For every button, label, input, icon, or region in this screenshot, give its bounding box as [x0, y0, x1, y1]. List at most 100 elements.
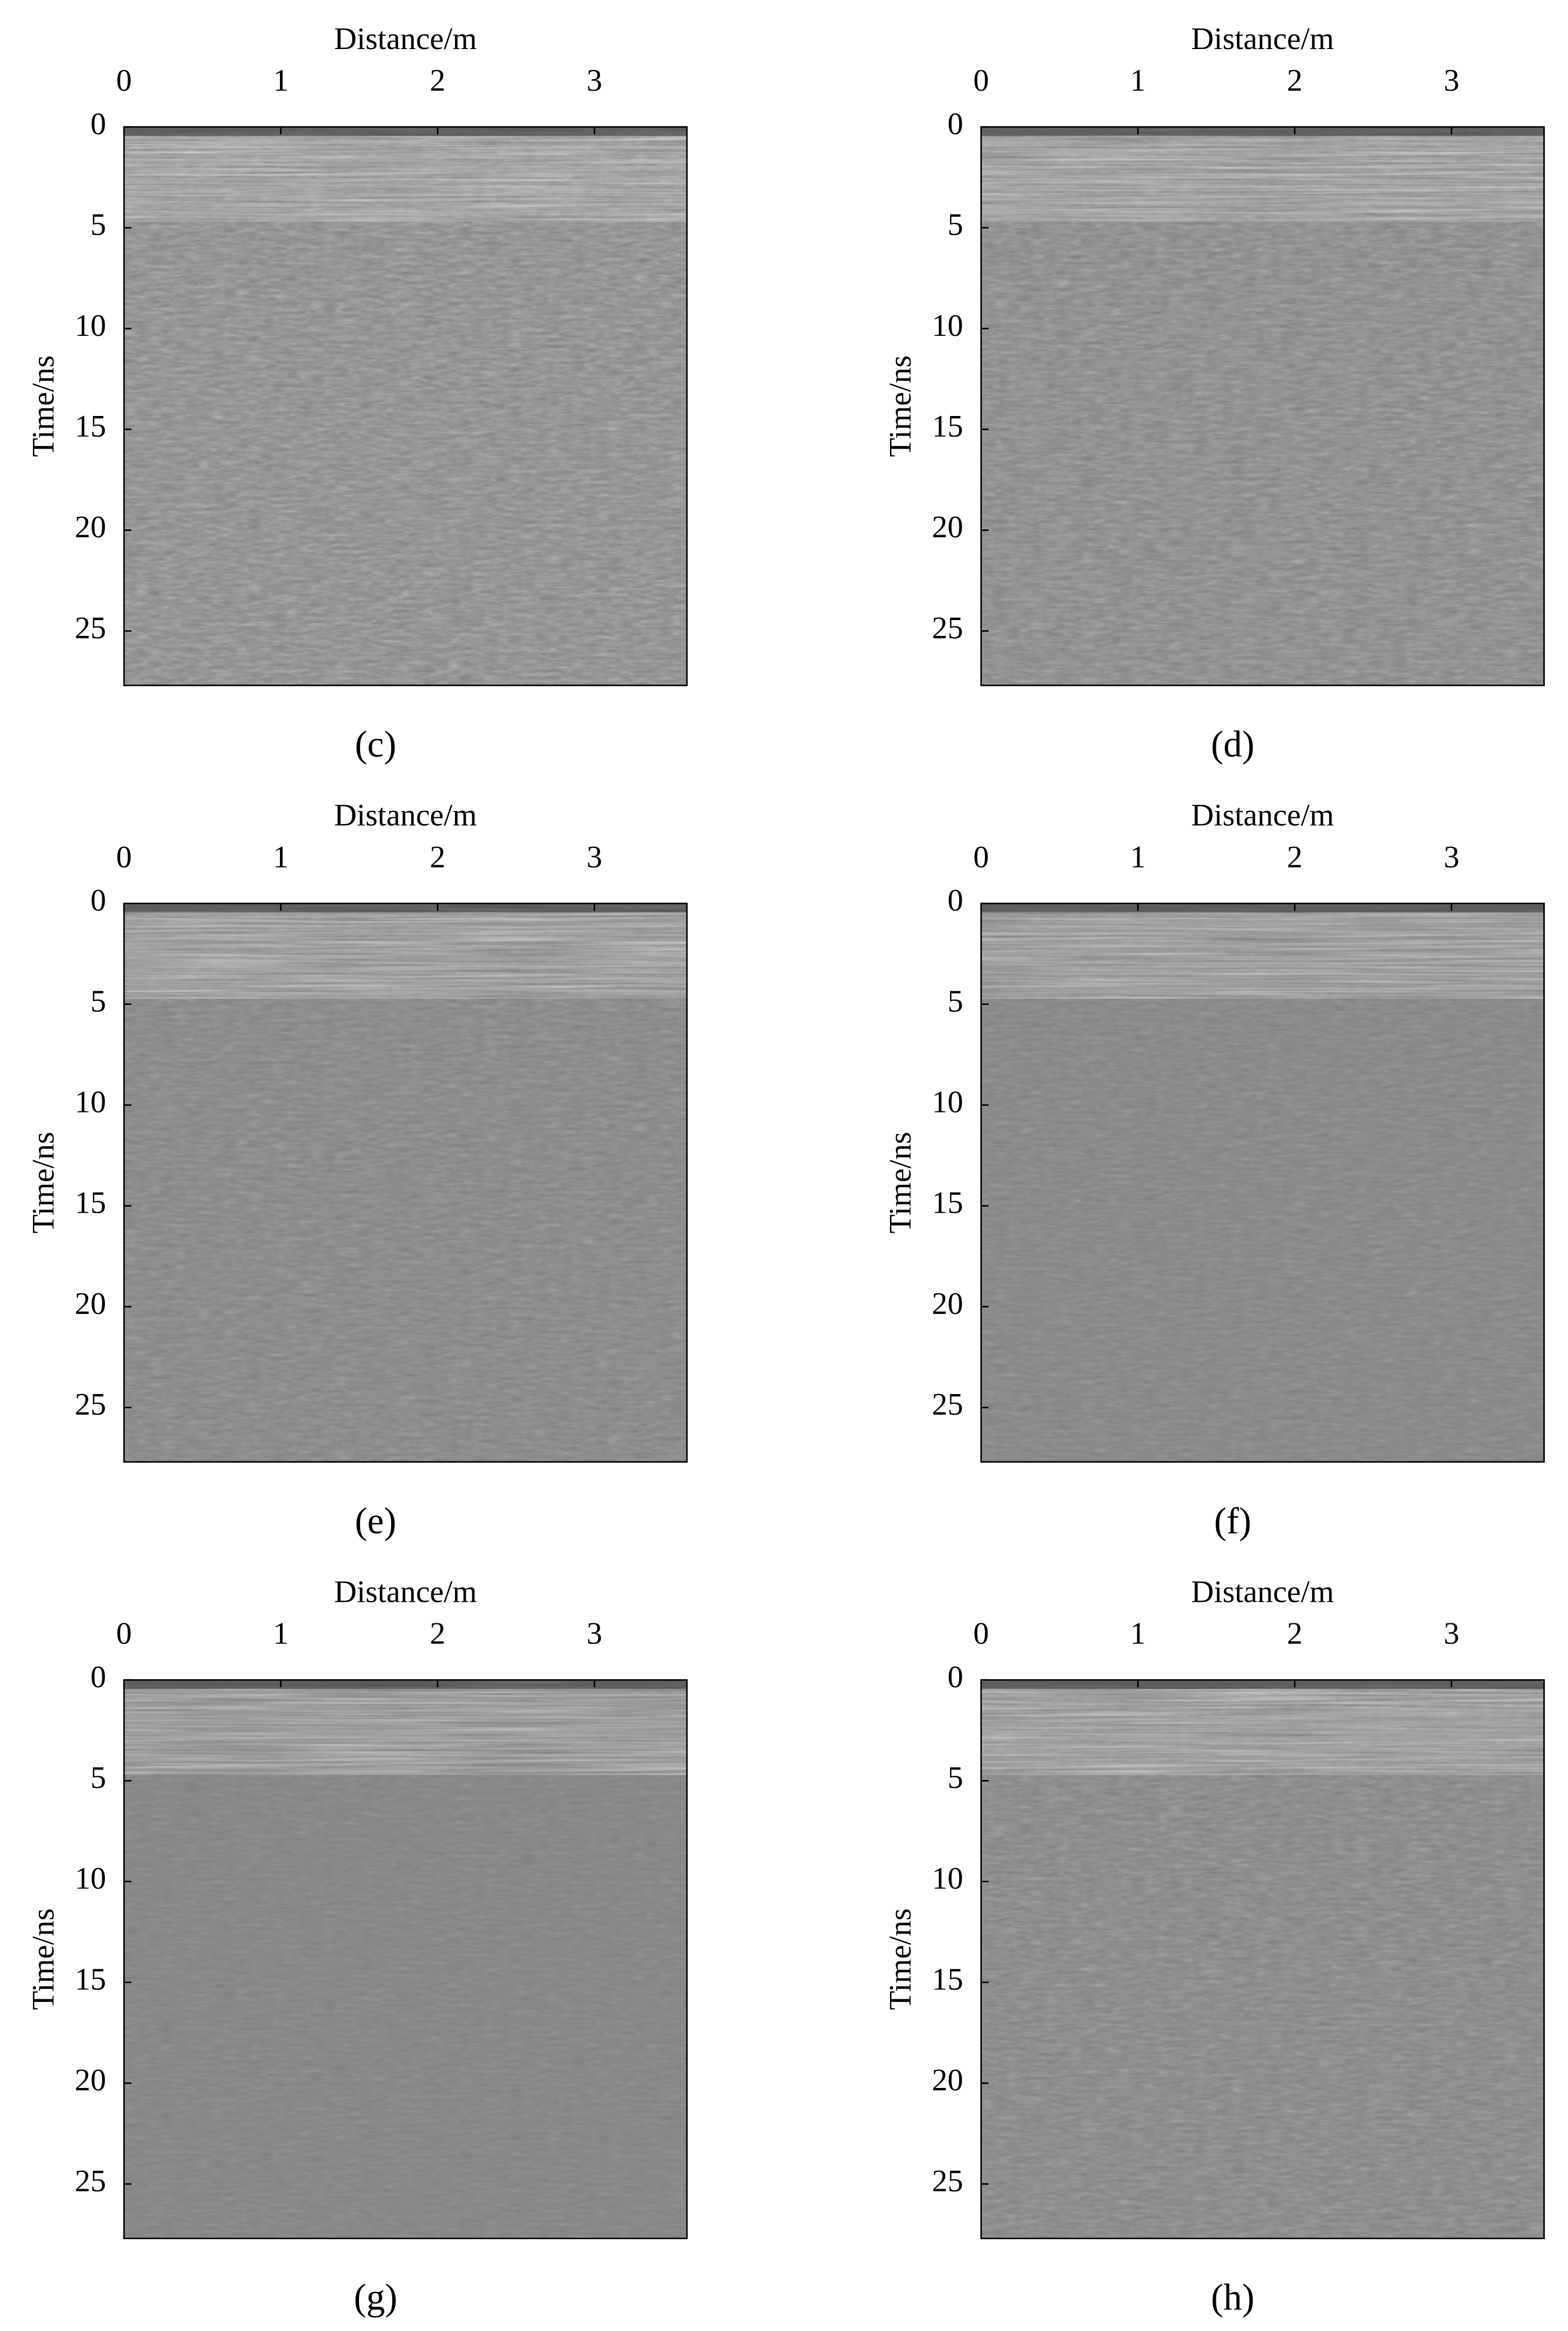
x-tick-label: 0 — [116, 1616, 132, 1651]
y-tick-label: 20 — [75, 2063, 106, 2097]
y-tick-label: 15 — [75, 1961, 106, 1996]
surface-shade — [981, 1680, 1544, 1689]
panel-caption: (f) — [1214, 1501, 1252, 1542]
frame — [980, 126, 1545, 686]
frame — [123, 1679, 688, 2239]
y-tick-label: 20 — [75, 509, 106, 544]
y-axis-label: Time/ns — [883, 1132, 917, 1234]
x-tick-label: 1 — [1130, 839, 1146, 874]
y-tick-label: 0 — [90, 1659, 106, 1694]
surface-shade — [124, 1680, 687, 1689]
x-axis-label: Distance/m — [1191, 21, 1334, 56]
x-tick-label: 3 — [587, 63, 603, 98]
x-tick-label: 0 — [116, 63, 132, 98]
x-axis-label: Distance/m — [1191, 1574, 1334, 1609]
x-tick-label: 0 — [116, 839, 132, 874]
x-tick-label: 1 — [273, 1616, 289, 1651]
y-tick-label: 5 — [947, 1760, 963, 1795]
y-tick-label: 20 — [932, 509, 963, 544]
y-tick-label: 25 — [75, 1387, 106, 1421]
y-tick-label: 20 — [932, 1286, 963, 1321]
y-tick-label: 15 — [932, 1185, 963, 1220]
y-tick-label: 5 — [90, 983, 106, 1018]
x-tick-label: 2 — [1287, 1616, 1303, 1651]
y-tick-label: 0 — [947, 883, 963, 917]
y-tick-label: 10 — [932, 308, 963, 343]
panel-caption: (e) — [355, 1501, 396, 1542]
surface-bands — [124, 903, 687, 999]
y-axis-label: Time/ns — [883, 355, 917, 457]
x-tick-label: 3 — [587, 1616, 603, 1651]
y-tick-label: 0 — [947, 106, 963, 141]
surface-shade — [124, 127, 687, 136]
y-tick-label: 15 — [932, 409, 963, 443]
frame — [980, 903, 1545, 1463]
y-tick-label: 25 — [75, 2163, 106, 2198]
x-tick-label: 3 — [1444, 839, 1459, 874]
y-tick-label: 10 — [932, 1084, 963, 1119]
y-tick-label: 20 — [75, 1286, 106, 1321]
y-tick-label: 10 — [932, 1861, 963, 1895]
frame — [980, 1679, 1545, 2239]
x-tick-label: 3 — [1444, 63, 1459, 98]
y-tick-label: 10 — [75, 308, 106, 343]
panel: 0 1 2 3 0 5 10 15 20 25 Distance/m Time/ns (f) — [883, 798, 1545, 1542]
y-tick-label: 5 — [90, 207, 106, 242]
x-tick-label: 2 — [430, 1616, 446, 1651]
surface-shade — [981, 903, 1544, 913]
x-axis-label: Distance/m — [1191, 798, 1334, 833]
y-tick-label: 25 — [75, 610, 106, 645]
x-tick-label: 3 — [1444, 1616, 1459, 1651]
surface-shade — [124, 903, 687, 913]
surface-bands — [124, 1680, 687, 1775]
panel-caption: (g) — [354, 2277, 398, 2318]
x-tick-label: 2 — [430, 63, 446, 98]
x-tick-label: 2 — [1287, 63, 1303, 98]
x-tick-label: 3 — [587, 839, 603, 874]
y-tick-label: 15 — [75, 409, 106, 443]
surface-bands — [981, 127, 1544, 222]
y-tick-label: 25 — [932, 610, 963, 645]
y-tick-label: 5 — [947, 207, 963, 242]
panel-caption: (c) — [355, 724, 396, 765]
x-tick-label: 1 — [1130, 1616, 1146, 1651]
x-tick-label: 1 — [273, 63, 289, 98]
y-tick-label: 5 — [947, 983, 963, 1018]
y-axis-label: Time/ns — [26, 355, 61, 457]
panel: 0 1 2 3 0 5 10 15 20 25 Distance/m Time/ns (c) — [26, 21, 688, 765]
surface-bands — [981, 903, 1544, 999]
x-tick-label: 2 — [430, 839, 446, 874]
x-tick-label: 0 — [973, 839, 989, 874]
y-axis-label: Time/ns — [26, 1908, 61, 2010]
x-tick-label: 0 — [973, 63, 989, 98]
y-tick-label: 10 — [75, 1861, 106, 1895]
x-tick-label: 2 — [1287, 839, 1303, 874]
y-tick-label: 25 — [932, 2163, 963, 2198]
panel: 0 1 2 3 0 5 10 15 20 25 Distance/m Time/ns (h) — [883, 1574, 1545, 2318]
frame — [123, 126, 688, 686]
y-tick-label: 25 — [932, 1387, 963, 1421]
y-tick-label: 0 — [90, 106, 106, 141]
x-axis-label: Distance/m — [334, 1574, 477, 1609]
y-tick-label: 0 — [90, 883, 106, 917]
y-axis-label: Time/ns — [26, 1132, 61, 1234]
surface-bands — [981, 1680, 1544, 1775]
y-tick-label: 5 — [90, 1760, 106, 1795]
x-axis-label: Distance/m — [334, 798, 477, 833]
x-tick-label: 0 — [973, 1616, 989, 1651]
x-tick-label: 1 — [273, 839, 289, 874]
x-tick-label: 1 — [1130, 63, 1146, 98]
y-tick-label: 15 — [75, 1185, 106, 1220]
panel-caption: (h) — [1211, 2277, 1255, 2318]
panel: 0 1 2 3 0 5 10 15 20 25 Distance/m Time/ns (e) — [26, 798, 688, 1542]
surface-shade — [981, 127, 1544, 136]
y-tick-label: 20 — [932, 2063, 963, 2097]
panel: 0 1 2 3 0 5 10 15 20 25 Distance/m Time/ns (d) — [883, 21, 1545, 765]
frame — [123, 903, 688, 1463]
panel-caption: (d) — [1211, 724, 1255, 765]
y-axis-label: Time/ns — [883, 1908, 917, 2010]
panel: 0 1 2 3 0 5 10 15 20 25 Distance/m Time/ns (g) — [26, 1574, 688, 2318]
y-tick-label: 10 — [75, 1084, 106, 1119]
surface-bands — [124, 127, 687, 222]
